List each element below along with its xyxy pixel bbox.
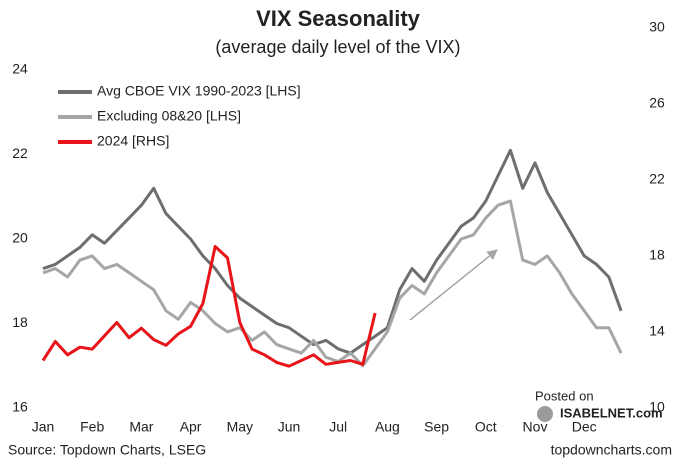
chart-subtitle: (average daily level of the VIX) (215, 37, 460, 57)
legend-label: 2024 [RHS] (97, 133, 169, 149)
y2-tick-label: 30 (649, 19, 665, 35)
x-tick-label: Apr (180, 419, 202, 435)
x-tick-label: Feb (80, 419, 104, 435)
series-line (42, 199, 623, 368)
trend-arrow (409, 249, 498, 321)
x-tick-label: Jun (278, 419, 301, 435)
x-tick-label: Jan (32, 419, 55, 435)
source: Source: Topdown Charts, LSEG (8, 442, 206, 458)
y-tick-label: 18 (12, 314, 28, 330)
x-tick-label: Aug (375, 419, 400, 435)
y-tick-label: 24 (12, 61, 28, 77)
x-tick-label: Sep (424, 419, 449, 435)
x-tick-label: May (227, 419, 253, 435)
legend-label: Avg CBOE VIX 1990-2023 [LHS] (97, 83, 301, 99)
y2-tick-label: 18 (649, 247, 665, 263)
legend-label: Excluding 08&20 [LHS] (97, 108, 241, 124)
x-tick-label: Jul (329, 419, 347, 435)
y2-tick-label: 26 (649, 95, 665, 111)
y2-tick-label: 14 (649, 323, 665, 339)
y2-tick-label: 10 (649, 399, 665, 415)
x-tick-label: Dec (572, 419, 597, 435)
y-tick-label: 20 (12, 230, 28, 246)
x-tick-label: Mar (129, 419, 153, 435)
watermark: Posted on (535, 388, 594, 403)
chart-title: VIX Seasonality (256, 6, 421, 31)
y-tick-label: 22 (12, 145, 28, 161)
x-tick-label: Oct (475, 419, 497, 435)
series-line (41, 245, 377, 368)
series-line (42, 148, 623, 355)
y-tick-label: 16 (12, 399, 28, 415)
footer: topdowncharts.com (551, 442, 672, 458)
x-tick-label: Nov (523, 419, 548, 435)
watermark-logo (537, 406, 553, 422)
watermark: ISABELNET.com (560, 405, 663, 420)
y2-tick-label: 22 (649, 171, 665, 187)
